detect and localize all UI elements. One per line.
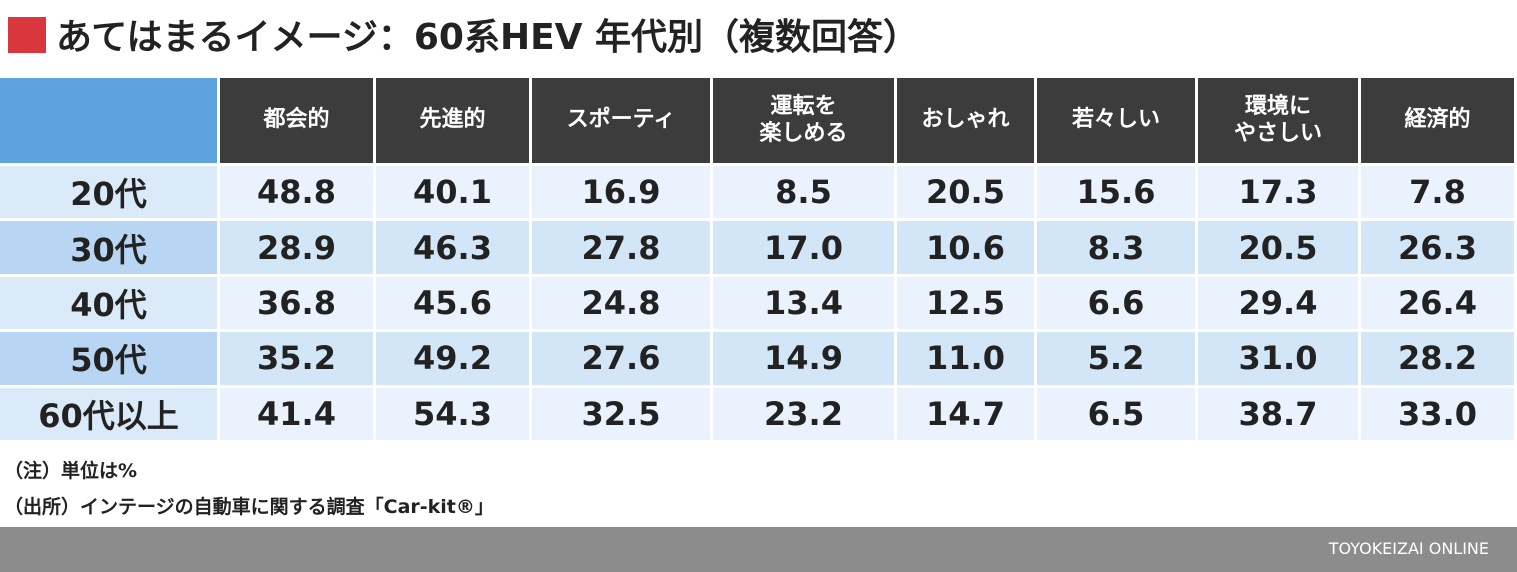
column-header: 先進的 <box>376 78 529 163</box>
table-cell: 36.8 <box>220 276 373 330</box>
table-cell: 14.7 <box>897 387 1034 440</box>
table-cell: 6.5 <box>1037 387 1195 440</box>
table-cell: 28.2 <box>1361 332 1514 385</box>
table-cell: 17.0 <box>713 221 894 274</box>
column-header: スポーティ <box>532 78 710 163</box>
row-label: 40代 <box>0 276 217 330</box>
table-cell: 6.6 <box>1037 276 1195 330</box>
table-cell: 23.2 <box>713 387 894 440</box>
table-cell: 46.3 <box>376 221 529 274</box>
table-cell: 41.4 <box>220 387 373 440</box>
column-header: 環境に やさしい <box>1198 78 1358 163</box>
table-cell: 10.6 <box>897 221 1034 274</box>
table-cell: 13.4 <box>713 276 894 330</box>
table-cell: 20.5 <box>1198 221 1358 274</box>
table-cell: 27.6 <box>532 332 710 385</box>
table-cell: 20.5 <box>897 166 1034 219</box>
row-label: 30代 <box>0 221 217 274</box>
brand: TOYOKEIZAI ONLINE <box>1328 539 1489 558</box>
column-header: 経済的 <box>1361 78 1514 163</box>
table-cell: 27.8 <box>532 221 710 274</box>
corner-cell <box>0 78 217 163</box>
source-note: （出所）インテージの自動車に関する調査「Car-kit®」 <box>4 496 494 518</box>
row-label: 20代 <box>0 166 217 219</box>
table-cell: 8.3 <box>1037 221 1195 274</box>
column-header: 運転を 楽しめる <box>713 78 894 163</box>
table-cell: 12.5 <box>897 276 1034 330</box>
note: （注）単位は% <box>4 460 138 482</box>
title: あてはまるイメージ：60系HEV 年代別（複数回答） <box>56 17 920 58</box>
row-label: 50代 <box>0 332 217 385</box>
column-header: 若々しい <box>1037 78 1195 163</box>
table-cell: 45.6 <box>376 276 529 330</box>
table-cell: 35.2 <box>220 332 373 385</box>
column-header: 都会的 <box>220 78 373 163</box>
table-cell: 49.2 <box>376 332 529 385</box>
table-cell: 40.1 <box>376 166 529 219</box>
table: 都会的 先進的 スポーティ 運転を 楽しめる おしゃれ 若々しい 環境に やさしい 経済的 20… <box>0 78 1517 443</box>
table-cell: 26.4 <box>1361 276 1514 330</box>
table-cell: 16.9 <box>532 166 710 219</box>
table-cell: 8.5 <box>713 166 894 219</box>
column-header: おしゃれ <box>897 78 1034 163</box>
table-cell: 54.3 <box>376 387 529 440</box>
table-cell: 11.0 <box>897 332 1034 385</box>
table-cell: 24.8 <box>532 276 710 330</box>
table-cell: 33.0 <box>1361 387 1514 440</box>
table-cell: 28.9 <box>220 221 373 274</box>
table-cell: 17.3 <box>1198 166 1358 219</box>
table-cell: 15.6 <box>1037 166 1195 219</box>
row-label: 60代以上 <box>0 387 217 440</box>
table-cell: 38.7 <box>1198 387 1358 440</box>
table-cell: 26.3 <box>1361 221 1514 274</box>
footer-bar: TOYOKEIZAI ONLINE <box>0 527 1517 572</box>
table-cell: 32.5 <box>532 387 710 440</box>
table-cell: 48.8 <box>220 166 373 219</box>
title-marker <box>8 17 46 53</box>
table-cell: 14.9 <box>713 332 894 385</box>
table-cell: 29.4 <box>1198 276 1358 330</box>
table-cell: 7.8 <box>1361 166 1514 219</box>
table-cell: 5.2 <box>1037 332 1195 385</box>
table-cell: 31.0 <box>1198 332 1358 385</box>
